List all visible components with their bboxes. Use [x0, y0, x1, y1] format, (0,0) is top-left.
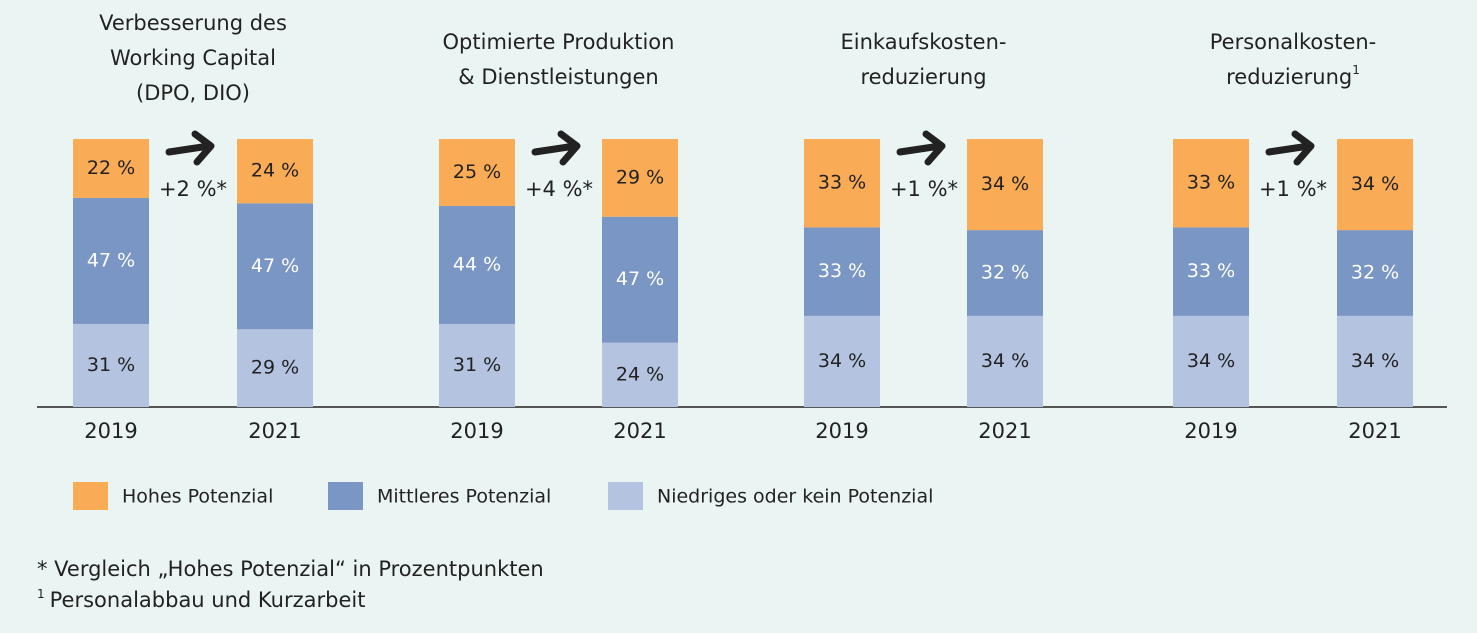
footnote-marker: 1 — [1352, 63, 1360, 77]
value-label: 33 % — [818, 260, 866, 282]
x-tick-label: 2019 — [1184, 419, 1237, 443]
annotation: +2 %* — [159, 177, 227, 201]
group-title: (DPO, DIO) — [136, 81, 250, 105]
value-label: 34 % — [1187, 350, 1235, 372]
group-title-line: Optimierte Produktion — [443, 30, 675, 54]
value-label: 47 % — [87, 249, 135, 271]
legend-swatch — [328, 482, 363, 510]
annotation: +1 %* — [890, 177, 958, 201]
bar-segment — [1337, 139, 1413, 231]
x-tick-label: 2021 — [248, 419, 301, 443]
bar-segment — [73, 139, 149, 198]
footnote: * Vergleich „Hohes Potenzial“ in Prozent… — [37, 557, 544, 581]
group-title: Personalkosten- — [1210, 30, 1377, 54]
bar-segment — [1173, 315, 1249, 407]
bar-segment — [804, 315, 880, 407]
group-title: Verbesserung des — [99, 11, 287, 35]
bar-segment — [602, 342, 678, 407]
value-label: 33 % — [1187, 260, 1235, 282]
value-label: 24 % — [251, 160, 299, 182]
footnote-text: Personalabbau und Kurzarbeit — [50, 588, 366, 612]
legend-label: Hohes Potenzial — [122, 486, 273, 508]
group-title: Optimierte Produktion — [443, 30, 675, 54]
bar-segment — [804, 227, 880, 316]
group-title-line: & Dienstleistungen — [458, 65, 658, 89]
bar-segment — [804, 139, 880, 228]
group-title: reduzierung1 — [1226, 63, 1360, 90]
value-label: 34 % — [818, 350, 866, 372]
bar-segment — [1337, 230, 1413, 316]
bar-segment — [237, 329, 313, 407]
value-label: 47 % — [251, 255, 299, 277]
group-title-line: (DPO, DIO) — [136, 81, 250, 105]
annotation: +1 %* — [1259, 177, 1327, 201]
legend-swatch — [73, 482, 108, 510]
bar-segment — [1173, 139, 1249, 228]
group-title: Working Capital — [110, 46, 276, 70]
value-label: 25 % — [453, 161, 501, 183]
value-label: 32 % — [981, 262, 1029, 284]
value-label: 24 % — [616, 363, 664, 385]
x-tick-label: 2021 — [1348, 419, 1401, 443]
bar-segment — [237, 203, 313, 330]
bar-segment — [1173, 227, 1249, 316]
value-label: 34 % — [981, 350, 1029, 372]
arrow — [165, 130, 215, 166]
bar-segment — [967, 139, 1043, 231]
value-label: 32 % — [1351, 262, 1399, 284]
group-title: & Dienstleistungen — [458, 65, 658, 89]
bar-segment — [439, 206, 515, 324]
footnote-marker: 1 — [37, 587, 45, 601]
x-tick-label: 2019 — [84, 419, 137, 443]
arrow — [531, 130, 581, 166]
value-label: 33 % — [1187, 172, 1235, 194]
group-title: Einkaufskosten- — [841, 30, 1007, 54]
group-title-line: Einkaufskosten- — [841, 30, 1007, 54]
legend-swatch — [608, 482, 643, 510]
value-label: 31 % — [453, 354, 501, 376]
footnote-text: * Vergleich „Hohes Potenzial“ in Prozent… — [37, 557, 544, 581]
value-label: 33 % — [818, 172, 866, 194]
legend-label: Niedriges oder kein Potenzial — [657, 486, 933, 508]
x-tick-label: 2019 — [450, 419, 503, 443]
value-label: 31 % — [87, 354, 135, 376]
group-title: reduzierung — [860, 65, 986, 89]
bar-segment — [439, 139, 515, 206]
bar-segment — [73, 197, 149, 324]
bar-segment — [967, 315, 1043, 407]
bar-segment — [602, 216, 678, 343]
arrow — [1265, 130, 1315, 166]
legend-label: Mittleres Potenzial — [377, 486, 551, 508]
group-title-line: Personalkosten- — [1210, 30, 1377, 54]
value-label: 34 % — [1351, 350, 1399, 372]
value-label: 44 % — [453, 253, 501, 275]
value-label: 29 % — [251, 357, 299, 379]
x-tick-label: 2021 — [978, 419, 1031, 443]
group-title-line: Working Capital — [110, 46, 276, 70]
annotation: +4 %* — [525, 177, 593, 201]
footnote: 1 Personalabbau und Kurzarbeit — [37, 587, 365, 613]
group-title-line: reduzierung — [860, 65, 986, 89]
x-tick-label: 2019 — [815, 419, 868, 443]
value-label: 34 % — [1351, 173, 1399, 195]
value-label: 34 % — [981, 173, 1029, 195]
value-label: 22 % — [87, 157, 135, 179]
arrow — [896, 130, 946, 166]
bar-segment — [602, 139, 678, 217]
value-label: 47 % — [616, 268, 664, 290]
group-title-line: Verbesserung des — [99, 11, 287, 35]
bar-segment — [967, 230, 1043, 316]
bar-segment — [1337, 315, 1413, 407]
bar-segment — [237, 139, 313, 204]
x-tick-label: 2021 — [613, 419, 666, 443]
value-label: 29 % — [616, 166, 664, 188]
bar-segment — [73, 323, 149, 407]
group-title-line: reduzierung — [1226, 65, 1352, 89]
bar-segment — [439, 323, 515, 407]
